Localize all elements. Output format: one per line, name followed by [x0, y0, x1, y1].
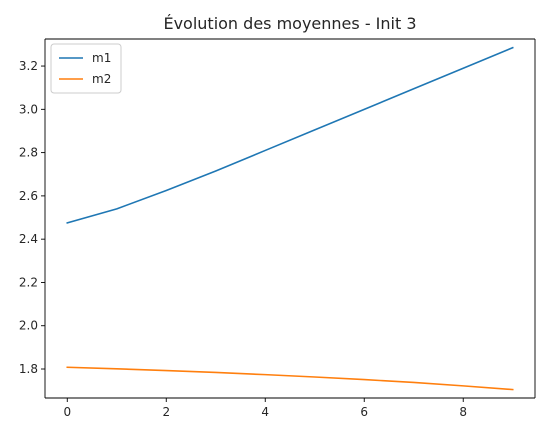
- y-tick-label: 2.6: [19, 189, 38, 203]
- x-tick-label: 4: [261, 405, 269, 419]
- y-tick-label: 3.2: [19, 59, 38, 73]
- y-tick-label: 2.0: [19, 319, 38, 333]
- legend-label-m1: m1: [92, 51, 111, 65]
- axes-layer: 0 2 4 6 8 1.8 2.0 2.2 2.4 2.6 2.8 3.0 3.2: [19, 38, 536, 419]
- y-tick-label: 2.4: [19, 232, 38, 246]
- y-tick-label: 2.8: [19, 146, 38, 160]
- series-line-m1: [66, 46, 514, 224]
- x-tick-label: 8: [459, 405, 467, 419]
- y-tick-label: 3.0: [19, 102, 38, 116]
- legend-box: [50, 43, 122, 94]
- legend: m1 m2: [50, 43, 122, 94]
- plot-background: [45, 39, 535, 398]
- y-tick-label: 2.2: [19, 275, 38, 289]
- series-layer: [66, 46, 514, 391]
- x-tick-label: 6: [360, 405, 368, 419]
- series-line-m2: [66, 366, 514, 391]
- legend-label-m2: m2: [92, 72, 111, 86]
- x-tick-label: 0: [63, 405, 71, 419]
- plot-area: [45, 39, 535, 398]
- x-tick-label: 2: [162, 405, 170, 419]
- chart-title: Évolution des moyennes - Init 3: [163, 14, 416, 33]
- y-tick-label: 1.8: [19, 362, 38, 376]
